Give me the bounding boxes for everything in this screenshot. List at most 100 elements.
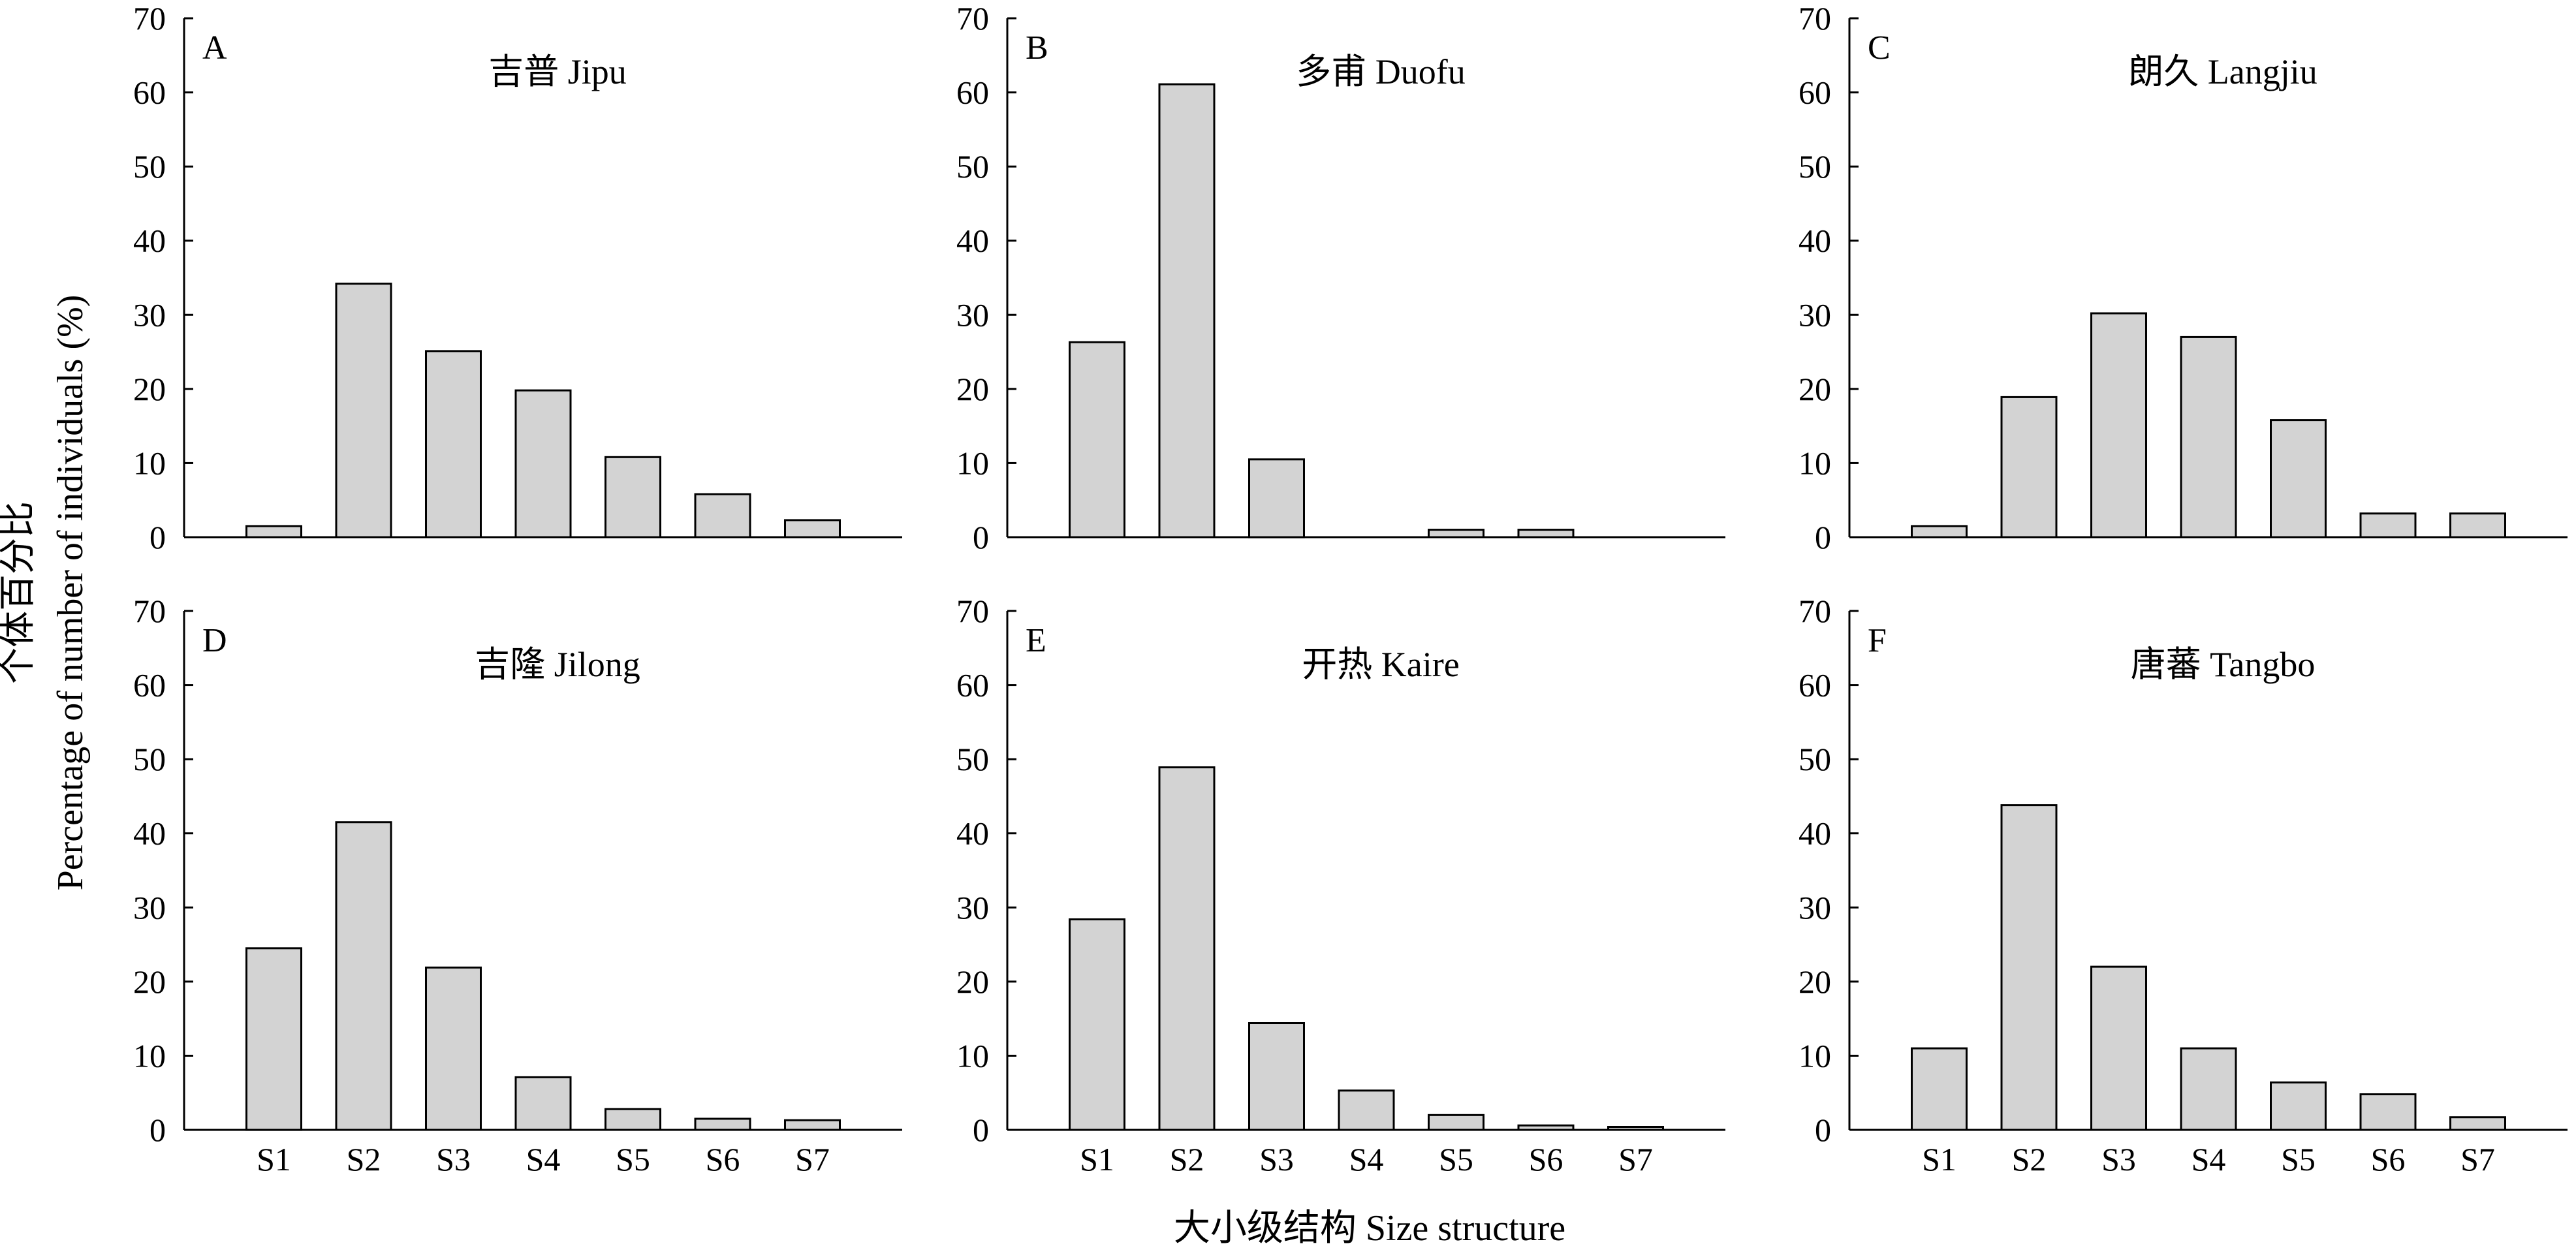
y-tick-label-b-60: 60 <box>956 74 989 111</box>
bar-c-s1 <box>1911 525 1968 538</box>
bar-f-s6 <box>2359 1093 2417 1131</box>
x-tick-label-f-s7: S7 <box>2460 1141 2495 1178</box>
bar-c-s2 <box>2000 396 2058 538</box>
y-tick-label-d-30: 30 <box>133 889 166 926</box>
bar-a-s6 <box>694 493 751 538</box>
y-tick-label-c-40: 40 <box>1798 223 1831 259</box>
bar-f-s2 <box>2000 804 2058 1131</box>
bar-d-s7 <box>784 1119 841 1131</box>
y-tick-label-f-10: 10 <box>1798 1037 1831 1074</box>
y-tick-label-e-40: 40 <box>956 815 989 852</box>
chart-panel-a: 0 10 20 30 40 50 60 70 A 吉普 Jipu <box>133 0 902 555</box>
bar-b-s3 <box>1248 458 1305 538</box>
x-tick-label-e-s5: S5 <box>1439 1141 1473 1178</box>
y-tick-label-c-20: 20 <box>1798 371 1831 407</box>
y-tick-label-e-20: 20 <box>956 963 989 1000</box>
bar-b-s5 <box>1428 529 1484 538</box>
bar-b-s1 <box>1069 341 1125 538</box>
y-tick-label-b-20: 20 <box>956 371 989 407</box>
bar-e-s3 <box>1248 1022 1305 1131</box>
bar-d-s4 <box>514 1076 572 1131</box>
x-tick-label-e-s4: S4 <box>1349 1141 1384 1178</box>
y-tick-label-a-10: 10 <box>133 445 166 481</box>
y-tick-label-d-20: 20 <box>133 963 166 1000</box>
y-tick-label-f-50: 50 <box>1798 741 1831 777</box>
bar-b-s2 <box>1158 83 1216 538</box>
y-axis-title-en: Percentage of number of individuals (%) <box>50 295 91 891</box>
y-tick-label-c-10: 10 <box>1798 445 1831 481</box>
bar-c-s7 <box>2449 512 2506 538</box>
x-tick-label-f-s3: S3 <box>2101 1141 2136 1178</box>
y-tick-label-b-30: 30 <box>956 296 989 333</box>
bar-a-s4 <box>514 389 572 538</box>
bar-c-s6 <box>2359 512 2417 538</box>
bar-f-s3 <box>2090 965 2147 1131</box>
panel-letter-c: C <box>1868 29 1891 67</box>
panel-letter-f: F <box>1868 622 1887 659</box>
y-tick-label-d-40: 40 <box>133 815 166 852</box>
x-tick-label-d-s3: S3 <box>436 1141 471 1178</box>
bar-f-s4 <box>2180 1047 2237 1131</box>
y-tick-label-d-60: 60 <box>133 667 166 704</box>
x-tick-label-d-s6: S6 <box>706 1141 740 1178</box>
y-tick-label-e-70: 70 <box>956 593 989 629</box>
y-tick-label-b-10: 10 <box>956 445 989 481</box>
y-tick-label-a-0: 0 <box>149 519 166 555</box>
bar-e-s1 <box>1069 918 1125 1131</box>
bar-a-s2 <box>335 283 392 538</box>
y-tick-label-a-60: 60 <box>133 74 166 111</box>
y-tick-label-b-0: 0 <box>973 519 989 555</box>
x-tick-label-f-s4: S4 <box>2191 1141 2226 1178</box>
y-tick-label-d-70: 70 <box>133 593 166 629</box>
y-tick-label-c-50: 50 <box>1798 148 1831 185</box>
panel-letter-a: A <box>202 29 227 67</box>
chart-panel-d: S1 S2 S3 S4 S5 S6 S7 0 10 20 30 40 50 60 70 D 吉隆 Jilong <box>133 593 902 1178</box>
y-tick-label-f-20: 20 <box>1798 963 1831 1000</box>
x-axis-title: 大小级结构 Size structure <box>1174 1208 1565 1248</box>
y-tick-label-f-0: 0 <box>1815 1112 1831 1148</box>
y-axis-title-group: 个体百分比 Percentage of number of individual… <box>0 295 91 891</box>
y-tick-label-e-30: 30 <box>956 889 989 926</box>
panel-letter-e: E <box>1026 622 1046 659</box>
panel-letter-b: B <box>1026 29 1048 67</box>
bar-d-s2 <box>335 821 392 1131</box>
y-tick-label-e-60: 60 <box>956 667 989 704</box>
panel-title-c: 朗久 Langjiu <box>2128 52 2317 91</box>
panel-letter-d: D <box>202 622 227 659</box>
bar-f-s5 <box>2270 1081 2327 1131</box>
y-tick-label-f-60: 60 <box>1798 667 1831 704</box>
bar-c-s3 <box>2090 312 2147 538</box>
bar-e-s2 <box>1158 766 1216 1131</box>
x-tick-label-d-s2: S2 <box>347 1141 381 1178</box>
x-tick-label-e-s3: S3 <box>1259 1141 1294 1178</box>
y-tick-label-c-70: 70 <box>1798 0 1831 37</box>
bar-a-s5 <box>605 456 661 538</box>
bar-d-s5 <box>605 1108 661 1131</box>
y-tick-label-a-40: 40 <box>133 223 166 259</box>
y-axis-title-cn: 个体百分比 <box>0 501 39 684</box>
panel-title-f: 唐蕃 Tangbo <box>2131 645 2316 684</box>
bar-b-s6 <box>1517 529 1575 538</box>
panel-title-a: 吉普 Jipu <box>488 52 627 91</box>
panels-group: 0 10 20 30 40 50 60 70 A 吉普 Jipu 0 10 20 30 40 50 60 70 B 多… <box>133 0 2568 1178</box>
y-tick-label-a-20: 20 <box>133 371 166 407</box>
y-tick-label-d-0: 0 <box>149 1112 166 1148</box>
x-tick-label-d-s1: S1 <box>257 1141 291 1178</box>
y-tick-label-f-30: 30 <box>1798 889 1831 926</box>
y-tick-label-e-10: 10 <box>956 1037 989 1074</box>
y-tick-label-c-60: 60 <box>1798 74 1831 111</box>
x-tick-label-d-s5: S5 <box>616 1141 650 1178</box>
x-tick-label-e-s1: S1 <box>1080 1141 1114 1178</box>
y-tick-label-f-70: 70 <box>1798 593 1831 629</box>
chart-panel-e: S1 S2 S3 S4 S5 S6 S7 0 10 20 30 40 50 60 70 E 开热 Kaire <box>956 593 1725 1178</box>
chart-panel-f: S1 S2 S3 S4 S5 S6 S7 0 10 20 30 40 50 60 70 F 唐蕃 Tangbo <box>1798 593 2568 1178</box>
y-tick-label-b-40: 40 <box>956 223 989 259</box>
x-tick-label-f-s6: S6 <box>2371 1141 2406 1178</box>
bar-a-s1 <box>245 525 302 538</box>
y-tick-label-a-50: 50 <box>133 148 166 185</box>
chart-panel-c: 0 10 20 30 40 50 60 70 C 朗久 Langjiu <box>1798 0 2568 555</box>
x-tick-label-f-s5: S5 <box>2281 1141 2316 1178</box>
y-tick-label-c-30: 30 <box>1798 296 1831 333</box>
x-tick-label-e-s7: S7 <box>1618 1141 1653 1178</box>
bar-f-s1 <box>1911 1047 1968 1131</box>
